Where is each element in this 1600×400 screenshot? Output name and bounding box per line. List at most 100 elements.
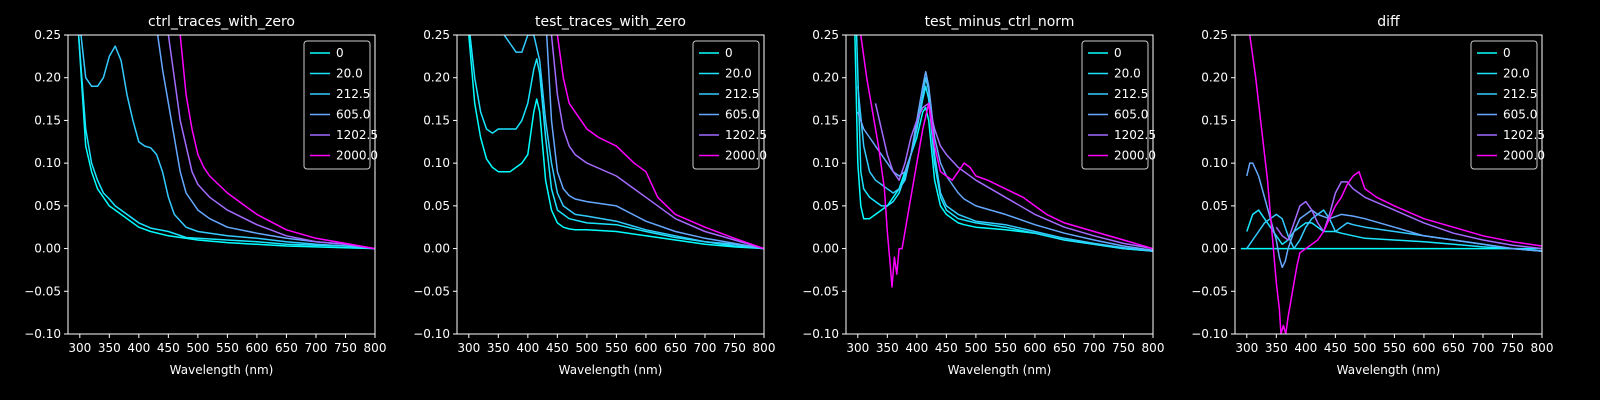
chart-panel-0: 300 350 400 450 500 550 600 650 700 750 800 −0.10 −0… bbox=[24, 14, 386, 377]
x-tick-label: 350 bbox=[876, 341, 899, 355]
series-line-1202.5 bbox=[874, 102, 1153, 250]
legend-label: 605.0 bbox=[1503, 108, 1537, 122]
chart-panel-3: 300 350 400 450 500 550 600 650 700 750 800 −0.10 −0… bbox=[1191, 14, 1553, 377]
y-tick-label: 0.10 bbox=[34, 156, 61, 170]
x-tick-label: 600 bbox=[1023, 341, 1046, 355]
y-tick-label: 0.00 bbox=[1201, 242, 1228, 256]
x-tick-label: 550 bbox=[1383, 341, 1406, 355]
x-tick-label: 500 bbox=[186, 341, 209, 355]
x-tick-label: 400 bbox=[516, 341, 539, 355]
y-tick-label: 0.15 bbox=[34, 113, 61, 127]
x-tick-label: 450 bbox=[935, 341, 958, 355]
series-group bbox=[77, 35, 375, 250]
legend-label: 212.5 bbox=[336, 87, 370, 101]
x-tick-label: 650 bbox=[1053, 341, 1076, 355]
legend: 0 20.0 212.5 605.0 1202.5 2000.0 bbox=[1470, 40, 1545, 170]
legend-label: 2000.0 bbox=[1114, 149, 1156, 163]
x-tick-label: 500 bbox=[964, 341, 987, 355]
series-line-0 bbox=[77, 35, 375, 250]
x-tick-label: 750 bbox=[1112, 341, 1135, 355]
x-tick-label: 800 bbox=[753, 341, 776, 355]
x-tick-label: 650 bbox=[275, 341, 298, 355]
y-tick-label: 0.10 bbox=[423, 156, 450, 170]
series-line-20.0 bbox=[855, 35, 1153, 252]
legend-label: 20.0 bbox=[336, 67, 363, 81]
x-tick-label: 300 bbox=[846, 341, 869, 355]
series-group bbox=[854, 35, 1153, 288]
x-tick-label: 400 bbox=[1294, 341, 1317, 355]
chart-title: ctrl_traces_with_zero bbox=[148, 14, 295, 30]
plot-frame bbox=[1234, 34, 1543, 335]
x-tick-label: 650 bbox=[664, 341, 687, 355]
y-tick-label: 0.15 bbox=[812, 113, 839, 127]
legend-label: 2000.0 bbox=[336, 149, 378, 163]
x-tick-label: 550 bbox=[216, 341, 239, 355]
chart-title: test_minus_ctrl_norm bbox=[925, 14, 1075, 30]
series-line-20.0 bbox=[1246, 209, 1542, 252]
series-group bbox=[468, 35, 764, 250]
x-tick-label: 350 bbox=[98, 341, 121, 355]
y-tick-label: 0.00 bbox=[812, 242, 839, 256]
legend-label: 1202.5 bbox=[725, 128, 767, 142]
legend-label: 605.0 bbox=[725, 108, 759, 122]
plot-frame bbox=[456, 34, 765, 335]
series-line-605.0 bbox=[857, 70, 1153, 252]
x-tick-label: 800 bbox=[1531, 341, 1554, 355]
x-tick-label: 550 bbox=[994, 341, 1017, 355]
legend-label: 212.5 bbox=[1114, 87, 1148, 101]
series-line-605.0 bbox=[545, 35, 764, 250]
legend-label: 212.5 bbox=[725, 87, 759, 101]
series-line-0 bbox=[468, 35, 764, 250]
y-tick-label: 0.25 bbox=[34, 28, 61, 42]
x-tick-label: 450 bbox=[546, 341, 569, 355]
y-tick-label: 0.10 bbox=[1201, 156, 1228, 170]
y-tick-label: 0.20 bbox=[812, 71, 839, 85]
legend-label: 0 bbox=[1114, 46, 1122, 60]
legend-label: 1202.5 bbox=[1503, 128, 1545, 142]
y-tick-label: −0.10 bbox=[413, 327, 450, 341]
chart-title: test_traces_with_zero bbox=[535, 14, 686, 30]
x-tick-label: 750 bbox=[334, 341, 357, 355]
y-tick-label: −0.10 bbox=[802, 327, 839, 341]
x-tick-label: 400 bbox=[905, 341, 928, 355]
legend-label: 0 bbox=[336, 46, 344, 60]
legend: 0 20.0 212.5 605.0 1202.5 2000.0 bbox=[303, 40, 378, 170]
y-tick-label: 0.25 bbox=[1201, 28, 1228, 42]
series-line-212.5 bbox=[857, 76, 1153, 252]
series-line-212.5 bbox=[503, 35, 764, 250]
y-tick-label: 0.05 bbox=[423, 199, 450, 213]
y-tick-label: −0.05 bbox=[24, 284, 61, 298]
x-tick-label: 300 bbox=[68, 341, 91, 355]
legend-label: 2000.0 bbox=[725, 149, 767, 163]
legend-label: 20.0 bbox=[1503, 67, 1530, 81]
series-line-1202.5 bbox=[550, 35, 764, 250]
y-tick-label: −0.05 bbox=[1191, 284, 1228, 298]
x-tick-label: 700 bbox=[305, 341, 328, 355]
x-tick-label: 750 bbox=[723, 341, 746, 355]
x-tick-label: 700 bbox=[1472, 341, 1495, 355]
x-axis-label: Wavelength (nm) bbox=[1337, 363, 1441, 377]
x-axis-label: Wavelength (nm) bbox=[170, 363, 274, 377]
series-line-1202.5 bbox=[167, 35, 375, 250]
y-tick-label: 0.15 bbox=[1201, 113, 1228, 127]
plot-frame bbox=[845, 34, 1154, 335]
chart-title: diff bbox=[1377, 14, 1400, 30]
x-tick-label: 700 bbox=[694, 341, 717, 355]
x-tick-label: 500 bbox=[1353, 341, 1376, 355]
legend: 0 20.0 212.5 605.0 1202.5 2000.0 bbox=[1081, 40, 1156, 170]
x-tick-label: 350 bbox=[1265, 341, 1288, 355]
x-tick-label: 800 bbox=[364, 341, 387, 355]
legend-label: 212.5 bbox=[1503, 87, 1537, 101]
series-line-2000.0 bbox=[179, 35, 375, 250]
legend: 0 20.0 212.5 605.0 1202.5 2000.0 bbox=[692, 40, 767, 170]
x-tick-label: 400 bbox=[127, 341, 150, 355]
y-tick-label: 0.15 bbox=[423, 113, 450, 127]
series-line-0 bbox=[854, 35, 1153, 252]
y-tick-label: 0.20 bbox=[34, 71, 61, 85]
x-tick-label: 600 bbox=[245, 341, 268, 355]
y-tick-label: 0.05 bbox=[34, 199, 61, 213]
chart-panel-1: 300 350 400 450 500 550 600 650 700 750 800 −0.10 −0… bbox=[413, 14, 775, 377]
series-line-2000.0 bbox=[860, 35, 1153, 288]
